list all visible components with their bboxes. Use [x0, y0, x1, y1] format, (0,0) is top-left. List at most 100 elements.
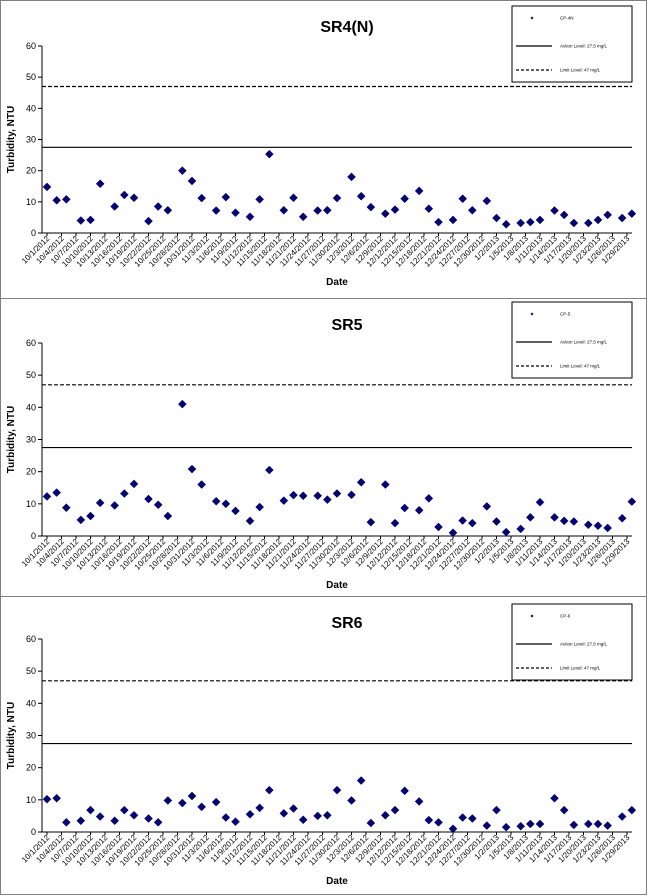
data-point — [119, 805, 129, 815]
data-point — [197, 480, 207, 489]
data-point — [390, 518, 400, 528]
data-point — [525, 819, 535, 829]
data-point — [144, 814, 153, 823]
data-point — [61, 817, 71, 827]
data-point — [119, 190, 129, 200]
data-point — [255, 803, 265, 813]
data-point — [424, 815, 434, 825]
data-point — [467, 814, 477, 823]
data-point — [366, 202, 376, 212]
data-point — [153, 500, 163, 510]
data-point — [197, 193, 207, 203]
data-point — [617, 812, 627, 821]
data-point — [482, 821, 492, 830]
data-point — [144, 494, 153, 504]
legend-label-limit: Limit Level: 47 mg/L — [560, 364, 601, 369]
data-point — [366, 818, 376, 828]
data-point — [347, 172, 356, 182]
data-point — [550, 512, 559, 522]
legend-label-points: CP-4N — [560, 16, 574, 21]
data-point — [211, 496, 221, 506]
data-point — [255, 194, 265, 204]
data-point — [163, 796, 173, 805]
data-point — [52, 793, 62, 803]
y-tick-label: 10 — [26, 499, 36, 509]
data-point — [231, 506, 240, 516]
x-axis-title: Date — [326, 277, 348, 288]
data-point — [86, 805, 95, 815]
data-point — [603, 523, 613, 533]
data-point — [434, 522, 443, 532]
data-point — [458, 813, 468, 822]
x-axis-title: Date — [326, 580, 348, 591]
data-point — [448, 824, 458, 834]
data-point — [400, 194, 410, 204]
data-point — [187, 464, 197, 474]
data-point — [414, 186, 424, 196]
y-tick-label: 40 — [26, 402, 36, 412]
data-point — [467, 205, 477, 215]
data-point — [279, 205, 289, 215]
data-point — [177, 798, 187, 808]
data-point — [313, 491, 323, 501]
data-point — [211, 797, 221, 807]
legend-label-action: Action Level: 27.5 mg/L — [560, 44, 608, 49]
y-tick-label: 0 — [31, 228, 36, 238]
data-point — [482, 502, 492, 511]
data-point — [129, 479, 139, 489]
data-point — [187, 176, 197, 186]
data-point — [525, 217, 535, 227]
data-point — [298, 815, 308, 825]
legend-marker — [530, 16, 534, 20]
y-tick-label: 0 — [31, 827, 36, 837]
legend: CP-5 Action Level: 27.5 mg/L Limit Level: … — [511, 301, 633, 379]
data-point — [153, 202, 163, 211]
legend-label-points: CP-5 — [560, 312, 571, 317]
data-point — [332, 489, 342, 498]
legend: CP-4N Action Level: 27.5 mg/L Limit Level:… — [511, 5, 633, 83]
data-point — [617, 213, 627, 223]
data-point — [76, 216, 86, 225]
legend: CP-6 Action Level: 27.5 mg/L Limit Level: … — [511, 603, 633, 681]
y-tick-label: 20 — [26, 166, 36, 176]
data-point — [603, 210, 613, 220]
data-point — [221, 813, 231, 822]
data-point — [197, 802, 207, 812]
data-point — [593, 215, 603, 225]
legend-label-limit: Limit Level: 47 mg/L — [560, 666, 601, 671]
data-point — [593, 521, 603, 531]
data-point — [129, 810, 139, 820]
data-point — [501, 219, 511, 229]
chart-title: SR5 — [331, 317, 362, 334]
legend-marker — [530, 312, 534, 316]
data-point — [492, 213, 501, 223]
data-point — [289, 193, 298, 203]
data-point — [559, 210, 569, 220]
data-point — [163, 205, 173, 215]
data-point — [332, 785, 342, 795]
data-point — [177, 399, 187, 409]
data-point — [313, 811, 323, 821]
legend-label-action: Action Level: 27.5 mg/L — [560, 340, 608, 345]
data-point — [279, 496, 289, 505]
data-point — [231, 817, 240, 827]
y-tick-label: 30 — [26, 731, 36, 741]
data-point — [221, 192, 231, 202]
data-point — [550, 793, 559, 803]
y-tick-label: 0 — [31, 531, 36, 541]
data-point — [129, 193, 139, 203]
data-point — [424, 204, 434, 214]
y-tick-label: 10 — [26, 795, 36, 805]
y-tick-label: 40 — [26, 698, 36, 708]
data-point — [289, 490, 298, 500]
data-point — [332, 193, 342, 203]
data-point — [458, 516, 468, 525]
data-point — [42, 794, 52, 804]
y-tick-label: 60 — [26, 41, 36, 51]
data-point — [603, 821, 613, 830]
data-point — [434, 217, 443, 227]
data-point — [322, 495, 332, 505]
data-point — [211, 206, 221, 215]
